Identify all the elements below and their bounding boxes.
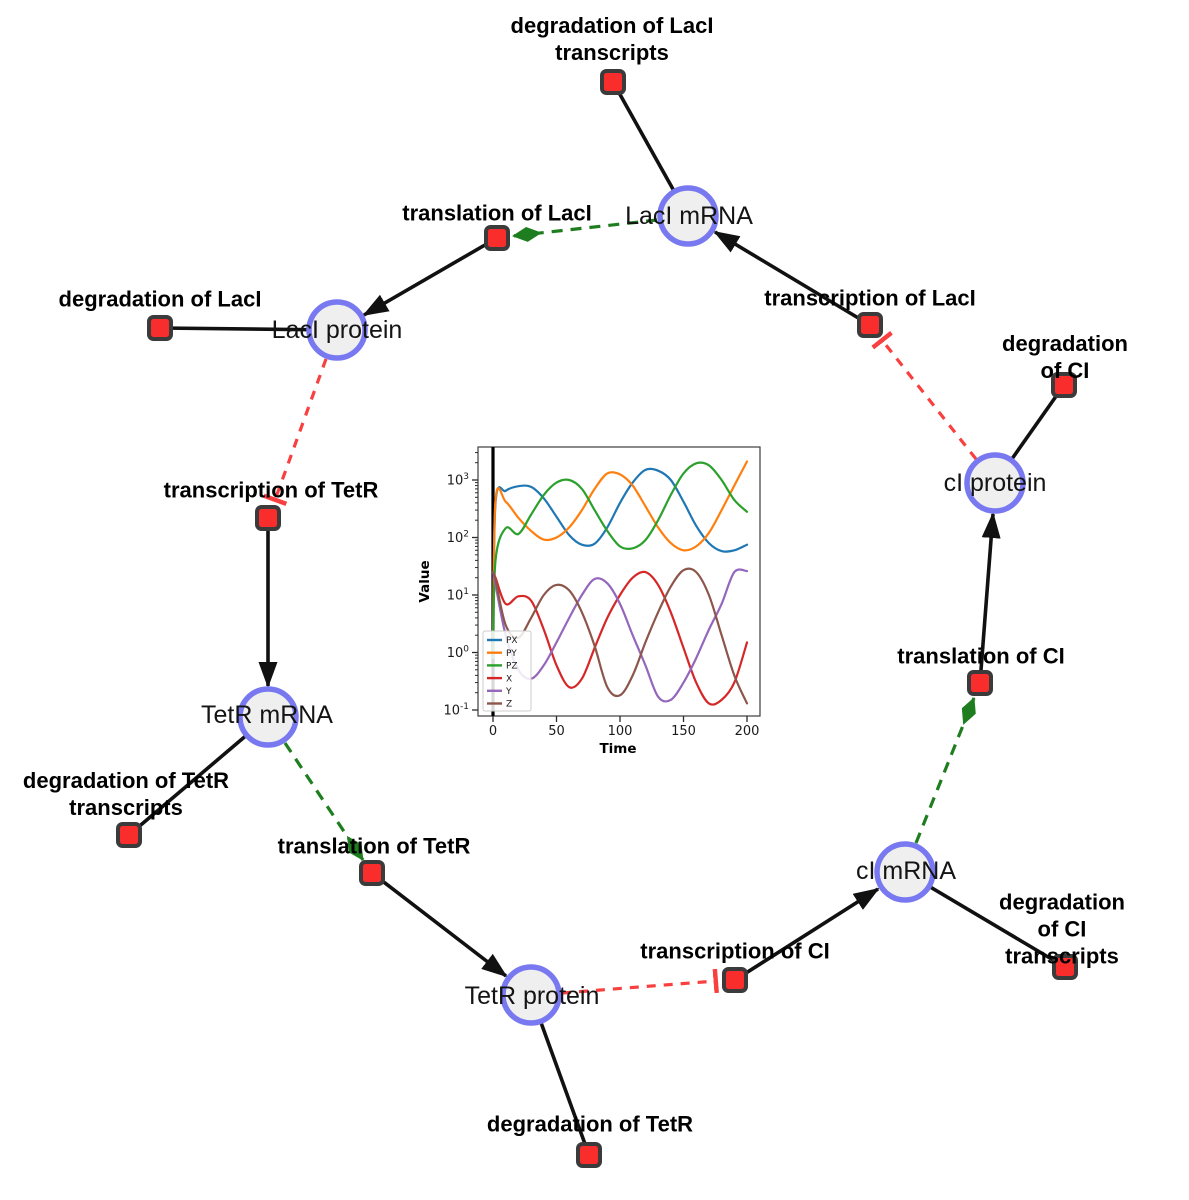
chart-curve-PY [491, 460, 749, 660]
species-node-tetr-mrna[interactable] [237, 686, 299, 748]
species-node-ci-protein[interactable] [964, 452, 1026, 514]
x-tick-label: 150 [671, 724, 696, 739]
legend-label-PY: PY [506, 649, 517, 659]
y-tick-label: 10-1 [443, 702, 469, 719]
legend-label-PZ: PZ [506, 662, 518, 672]
edge-translation-ci-to-ci-protein [978, 512, 1001, 684]
edge-translation-laci-to-laci-protein [362, 236, 498, 317]
chart-curve-PX [491, 467, 749, 660]
chart-curve-X [491, 570, 749, 706]
edge-tetr-mrna-modifies-translation [283, 742, 365, 861]
edge-translation-tetr-to-tetr-protein [370, 871, 508, 978]
edge-tetr-protein-inhibits-transcription-ci [561, 968, 719, 995]
y-tick-label: 103 [447, 472, 469, 489]
legend-label-X: X [506, 674, 512, 684]
reaction-node-transcription-ci[interactable] [722, 967, 748, 993]
reaction-node-translation-ci[interactable] [967, 670, 993, 696]
species-node-tetr-protein[interactable] [500, 964, 562, 1026]
reaction-node-degradation-ci[interactable] [1051, 372, 1077, 398]
chart-curve-PZ [491, 461, 749, 660]
x-tick-label: 0 [489, 724, 497, 739]
reaction-node-degradation-ci-transcripts[interactable] [1052, 954, 1078, 980]
x-tick-label: 100 [608, 724, 633, 739]
species-node-ci-mrna[interactable] [874, 841, 936, 903]
reaction-node-transcription-laci[interactable] [857, 312, 883, 338]
y-tick-label: 101 [447, 587, 469, 604]
edge-transcription-ci-to-ci-mrna [734, 887, 880, 982]
legend-label-Y: Y [505, 687, 512, 697]
edge-ci-protein-inhibits-transcription-laci [871, 330, 978, 460]
reaction-node-degradation-laci[interactable] [147, 315, 173, 341]
reaction-node-degradation-tetr[interactable] [576, 1142, 602, 1168]
x-axis-title: Time [599, 741, 636, 757]
species-node-laci-protein[interactable] [306, 299, 368, 361]
reaction-node-degradation-laci-transcripts[interactable] [600, 69, 626, 95]
legend-label-Z: Z [506, 700, 512, 710]
reaction-node-transcription-tetr[interactable] [255, 505, 281, 531]
species-node-laci-mrna[interactable] [657, 185, 719, 247]
edge-laci-mrna-modifies-translation [512, 218, 658, 242]
reaction-node-translation-laci[interactable] [484, 225, 510, 251]
chart-curve-Z [491, 567, 749, 705]
edge-laci-protein-inhibits-transcription-tetr [263, 358, 328, 506]
edge-ci-mrna-to-degradation-transcripts [904, 870, 1066, 969]
legend-label-PX: PX [506, 636, 518, 646]
chart-curves [491, 460, 749, 706]
edge-ci-mrna-modifies-translation [914, 697, 976, 844]
x-tick-label: 50 [548, 724, 565, 739]
y-tick-label: 102 [447, 530, 469, 547]
inset-timecourse-chart: 10-1 100 101 102 103 0 50 100 150 200 Time Value PX P… [417, 446, 761, 757]
y-tick-label: 100 [447, 645, 470, 662]
reaction-node-translation-tetr[interactable] [359, 860, 385, 886]
y-axis-title: Value [417, 560, 433, 602]
edge-transcription-laci-to-laci-mrna [713, 230, 871, 327]
x-tick-label: 200 [735, 724, 760, 739]
reaction-node-degradation-tetr-transcripts[interactable] [116, 822, 142, 848]
